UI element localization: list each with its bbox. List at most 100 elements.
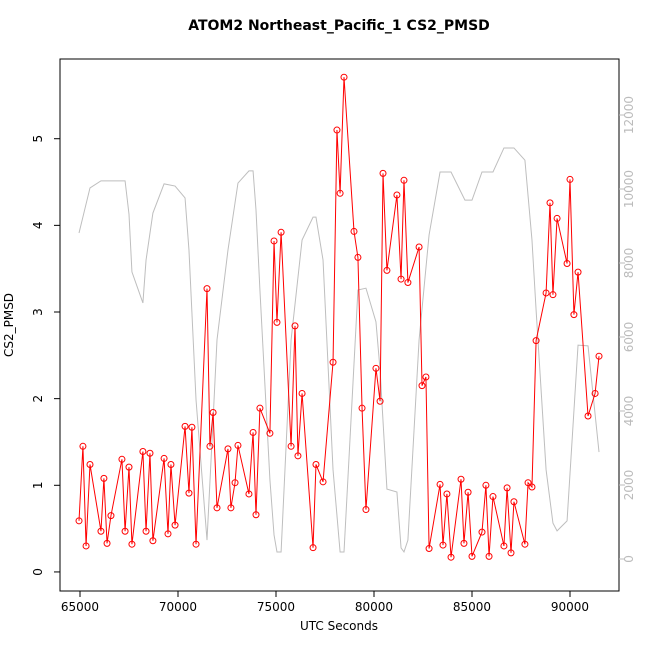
point [482, 481, 490, 489]
point [149, 537, 157, 545]
point [503, 484, 511, 492]
point [146, 449, 154, 457]
point [309, 544, 317, 552]
point [142, 527, 150, 535]
point [566, 175, 574, 183]
point [277, 228, 285, 236]
point [478, 528, 486, 536]
series-line [78, 77, 600, 558]
y-tick-label: 2 [31, 395, 45, 403]
point [336, 189, 344, 197]
y2-tick-label: 12000 [622, 96, 636, 134]
point [528, 483, 536, 491]
point [107, 512, 115, 520]
point [245, 490, 253, 498]
point [563, 259, 571, 267]
point [464, 488, 472, 496]
point [294, 452, 302, 460]
point [532, 337, 540, 345]
point [418, 382, 426, 390]
y2-tick-label: 4000 [622, 396, 636, 427]
point [266, 429, 274, 437]
y-tick-label: 0 [31, 568, 45, 576]
point [591, 389, 599, 397]
point [500, 542, 508, 550]
y2-tick-label: 2000 [622, 470, 636, 501]
point [256, 404, 264, 412]
point [393, 191, 401, 199]
point [549, 291, 557, 299]
point [333, 126, 341, 134]
point [574, 268, 582, 276]
point [252, 511, 260, 519]
point [457, 475, 465, 483]
point [291, 322, 299, 330]
point [354, 253, 362, 261]
point [203, 285, 211, 293]
point [422, 373, 430, 381]
point [329, 358, 337, 366]
point [273, 318, 281, 326]
point [447, 553, 455, 561]
x-tick-label: 65000 [61, 600, 99, 614]
point [312, 460, 320, 468]
point [86, 460, 94, 468]
point [489, 493, 497, 501]
point [383, 266, 391, 274]
point [188, 423, 196, 431]
y2-tick-label: 10000 [622, 170, 636, 208]
point [103, 539, 111, 547]
point [379, 169, 387, 177]
point [460, 539, 468, 547]
point [376, 397, 384, 405]
point [404, 279, 412, 287]
point [97, 527, 105, 535]
y2-tick-label: 0 [622, 555, 636, 563]
point [160, 454, 168, 462]
point [125, 463, 133, 471]
series-line [78, 147, 600, 554]
x-tick-label: 70000 [159, 600, 197, 614]
point [167, 460, 175, 468]
y-tick-label: 1 [31, 481, 45, 489]
plot-box [59, 58, 620, 592]
point [100, 474, 108, 482]
point [468, 552, 476, 560]
point [287, 442, 295, 450]
point [584, 412, 592, 420]
point [298, 389, 306, 397]
point [128, 540, 136, 548]
point [227, 504, 235, 512]
y-axis-label: CS2_PMSD [2, 293, 16, 357]
point [121, 527, 129, 535]
point [436, 480, 444, 488]
point [231, 479, 239, 487]
point [546, 199, 554, 207]
point [358, 404, 366, 412]
point [372, 364, 380, 372]
point [319, 478, 327, 486]
point [224, 445, 232, 453]
point [139, 448, 147, 456]
point [192, 540, 200, 548]
y-tick-label: 3 [31, 308, 45, 316]
point [79, 442, 87, 450]
x-tick-label: 80000 [355, 600, 393, 614]
point [485, 552, 493, 560]
point [542, 289, 550, 297]
y2-tick-label: 6000 [622, 322, 636, 353]
point [510, 498, 518, 506]
point [521, 540, 529, 548]
point [82, 542, 90, 550]
point [425, 545, 433, 553]
x-tick-label: 75000 [257, 600, 295, 614]
point [350, 227, 358, 235]
point [524, 479, 532, 487]
point [397, 275, 405, 283]
point [206, 442, 214, 450]
point [213, 504, 221, 512]
point [75, 517, 83, 525]
point [362, 506, 370, 514]
point [400, 176, 408, 184]
point [209, 409, 217, 417]
